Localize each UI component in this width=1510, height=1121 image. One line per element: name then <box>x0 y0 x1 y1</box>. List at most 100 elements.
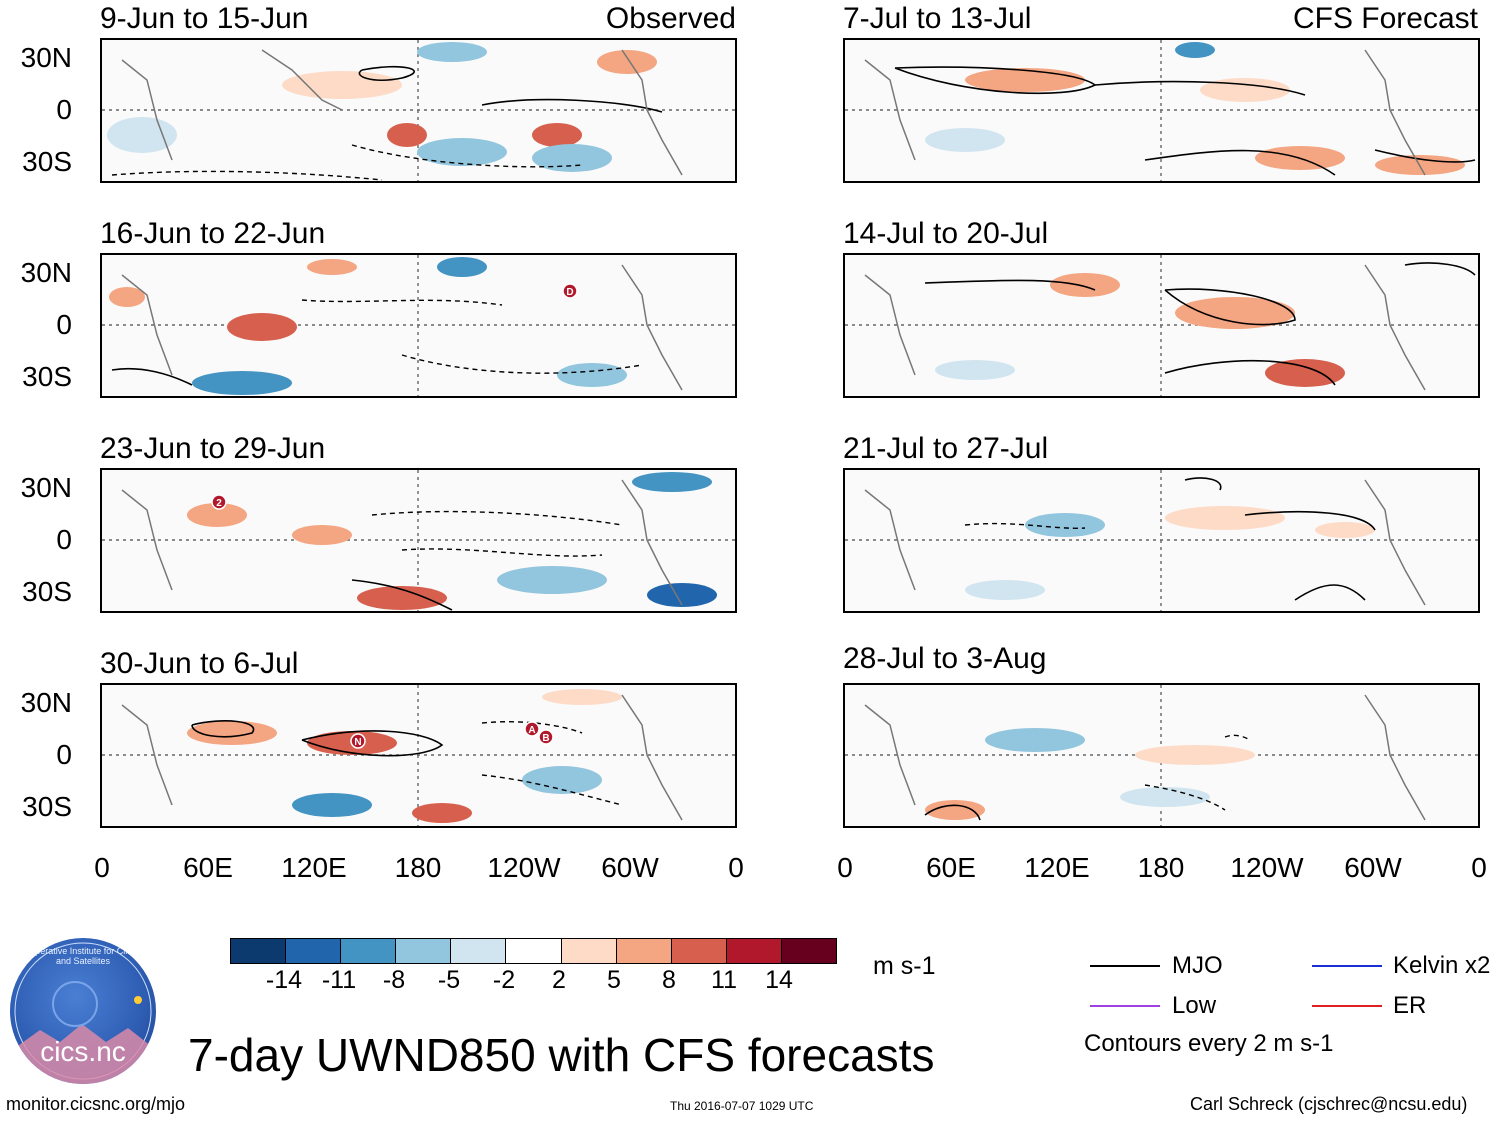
coastline <box>1364 264 1426 391</box>
anomaly-easterly <box>292 793 372 817</box>
logo-text: cics.nc <box>40 1036 126 1067</box>
anomaly-easterly <box>497 566 607 594</box>
colorbar-label: -5 <box>437 966 461 994</box>
anomaly-easterly <box>192 371 292 395</box>
observed-label: Observed <box>605 2 736 35</box>
lat-label-eq: 0 <box>56 524 72 555</box>
lon-label: 180 <box>394 852 442 883</box>
legend-mjo-label: MJO <box>1172 952 1223 979</box>
anomaly-easterly <box>417 138 507 166</box>
anomaly-easterly <box>532 144 612 172</box>
dashed-contour <box>371 510 623 526</box>
anomaly-westerly <box>227 313 297 341</box>
anomaly-easterly <box>107 117 177 153</box>
mjo-contour <box>481 98 663 113</box>
coastline <box>864 704 916 806</box>
storm-marker-icon <box>562 283 578 299</box>
storm-marker-icon <box>524 721 540 737</box>
storm-marker-label: N <box>354 737 361 748</box>
lon-label: 60W <box>601 852 659 883</box>
lat-label-30s: 30S <box>22 791 72 822</box>
storm-marker-label: 2 <box>216 498 222 509</box>
anomaly-westerly <box>357 586 447 610</box>
mjo-contour <box>191 720 255 738</box>
storm-marker-icon <box>538 729 554 745</box>
colorbar-segment <box>231 939 286 963</box>
coastline <box>121 704 173 806</box>
anomaly-easterly <box>985 728 1085 752</box>
colorbar-label: -14 <box>265 966 303 994</box>
colorbar-label: -2 <box>492 966 516 994</box>
legend-er-label: ER <box>1393 992 1427 1019</box>
legend-kelvin-line <box>1312 965 1382 967</box>
anomaly-westerly <box>307 259 357 275</box>
lon-label: 0 <box>1471 852 1487 883</box>
anomaly-easterly <box>925 128 1005 152</box>
map-panel-right-1 <box>843 38 1480 183</box>
legend-low-label: Low <box>1172 992 1217 1019</box>
lat-label-30n: 30N <box>20 472 72 503</box>
lat-label-30n: 30N <box>20 687 72 718</box>
map-svg <box>845 470 1478 611</box>
mjo-contour <box>924 279 1096 291</box>
mjo-contour <box>1244 510 1376 531</box>
logo-graphic <box>14 942 152 1084</box>
coastline <box>864 59 916 161</box>
map-panel-right-4 <box>843 683 1480 828</box>
anomaly-westerly <box>282 71 402 99</box>
map-panel-right-2 <box>843 253 1480 398</box>
mjo-contour <box>301 730 444 757</box>
coastline <box>864 274 916 376</box>
anomaly-westerly <box>109 287 145 307</box>
colorbar-segment <box>285 939 341 963</box>
units-label: m s-1 <box>873 952 936 980</box>
anomaly-easterly <box>935 360 1015 380</box>
dashed-contour <box>1224 734 1251 741</box>
map-svg: 2 <box>102 470 735 611</box>
lon-label: 120E <box>281 852 347 883</box>
anomaly-westerly <box>1135 745 1255 765</box>
anomaly-westerly <box>1200 78 1290 102</box>
anomaly-westerly <box>1175 297 1295 329</box>
storm-marker-icon <box>350 733 366 749</box>
anomaly-easterly <box>557 363 627 387</box>
coastline <box>621 479 683 606</box>
colorbar-segment <box>560 939 616 963</box>
coastline <box>621 264 683 391</box>
mjo-contour <box>1404 262 1476 276</box>
colorbar-segment <box>670 939 726 963</box>
panel-title-left-1: 9-Jun to 15-Jun <box>100 2 309 35</box>
anomaly-westerly <box>187 721 277 745</box>
anomaly-westerly <box>925 800 985 820</box>
panel-title-left-2: 16-Jun to 22-Jun <box>100 217 326 250</box>
colorbar-label: 8 <box>662 966 676 994</box>
colorbar-segment <box>615 939 671 963</box>
logo-sun-icon <box>134 996 142 1004</box>
anomaly-westerly <box>532 123 582 147</box>
coastline <box>621 694 683 821</box>
colorbar <box>230 938 837 964</box>
logo-mountains-icon <box>15 1024 151 1084</box>
colorbar-label: -8 <box>382 966 406 994</box>
coastline <box>1364 479 1426 606</box>
coastline <box>1364 694 1426 821</box>
map-svg <box>845 685 1478 826</box>
lon-label: 120W <box>487 852 561 883</box>
mjo-contour <box>358 65 415 81</box>
cfs-forecast-label: CFS Forecast <box>1292 2 1478 35</box>
lon-label: 0 <box>837 852 853 883</box>
anomaly-westerly <box>597 50 657 74</box>
mjo-contour <box>1164 359 1336 386</box>
dashed-contour <box>481 774 623 806</box>
mjo-contour <box>1294 584 1366 601</box>
legend-kelvin-label: Kelvin x2 <box>1393 952 1491 979</box>
panel-title-left-3: 23-Jun to 29-Jun <box>100 432 326 465</box>
lat-label-30s: 30S <box>22 576 72 607</box>
dashed-contour <box>401 354 643 374</box>
anomaly-easterly <box>632 472 712 492</box>
legend-low-line <box>1090 1005 1160 1007</box>
panel-title-right-2: 14-Jul to 20-Jul <box>843 217 1049 250</box>
colorbar-label: 11 <box>711 966 737 994</box>
anomaly-easterly <box>417 42 487 62</box>
lon-label: 60W <box>1344 852 1402 883</box>
